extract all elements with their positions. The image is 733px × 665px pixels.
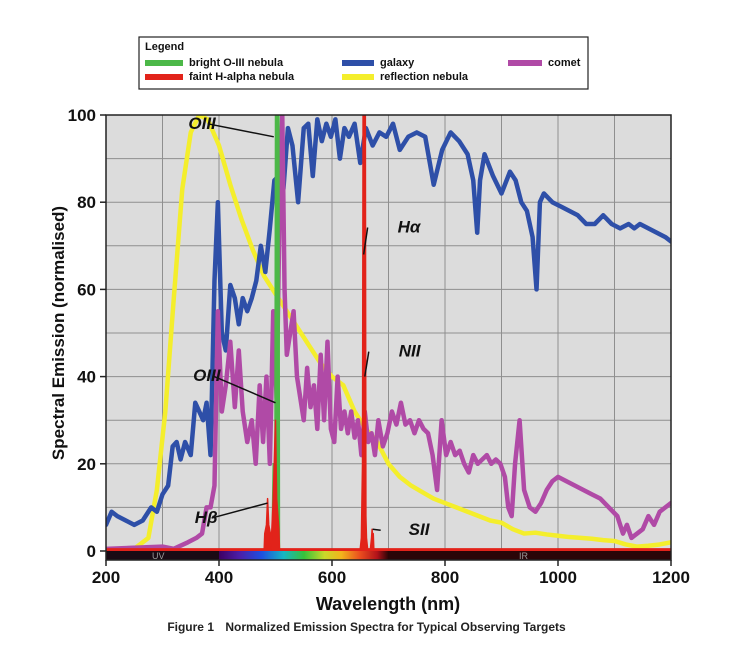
uv-band (106, 550, 219, 560)
x-tick-label: 800 (431, 568, 459, 587)
y-tick-label: 100 (68, 106, 96, 125)
annotation-label: Hα (398, 218, 422, 237)
series-layer (106, 115, 671, 551)
series-line-bright-o-iii-nebula (106, 115, 671, 551)
y-tick-label: 20 (77, 455, 96, 474)
annotation-label: NII (399, 342, 422, 361)
annotation-label: SII (409, 520, 431, 539)
legend-label-reflection-nebula: reflection nebula (380, 71, 469, 83)
legend-entry-faint-h-alpha-nebula: faint H-alpha nebula (145, 71, 295, 83)
legend-entry-comet: comet (508, 57, 581, 69)
legend-swatch-faint-h-alpha-nebula (145, 74, 183, 80)
annotation-label: Hβ (195, 508, 218, 527)
series-galaxy (106, 117, 671, 528)
series-line-reflection-nebula (106, 115, 671, 551)
legend-entry-reflection-nebula: reflection nebula (342, 71, 469, 83)
legend: Legend bright O-III nebula faint H-alpha… (138, 36, 589, 90)
x-axis-label: Wavelength (nm) (316, 594, 460, 614)
annotations: OIII Hα NII OIII Hβ SII (188, 114, 430, 539)
annotation-leader (372, 528, 381, 531)
ir-band (389, 550, 671, 560)
x-tick-label: 200 (92, 568, 120, 587)
x-tick-label: 1200 (652, 568, 690, 587)
legend-label-galaxy: galaxy (380, 57, 415, 69)
legend-label-bright-oiii-nebula: bright O-III nebula (189, 57, 284, 69)
caption-number: Figure 1 (167, 620, 214, 634)
y-axis-label: Spectral Emission (normalised) (49, 206, 68, 460)
x-tick-label: 1000 (539, 568, 577, 587)
annotation-label: OIII (193, 366, 222, 385)
legend-entry-bright-oiii-nebula: bright O-III nebula (145, 57, 284, 69)
series-comet (106, 115, 671, 551)
annotation-leader (211, 502, 268, 519)
legend-label-faint-h-alpha-nebula: faint H-alpha nebula (189, 71, 295, 83)
visible-spectrum-band (219, 550, 389, 560)
legend-swatch-galaxy (342, 60, 374, 66)
y-tick-label: 60 (77, 280, 96, 299)
annotation-leader (362, 227, 369, 255)
y-tick-label: 40 (77, 368, 96, 387)
annotation-leader (207, 123, 274, 138)
ir-band-label: IR (519, 551, 529, 561)
axis-ticks: 200 400 600 800 1000 1200 0 20 40 60 80 100 (68, 106, 690, 587)
series-reflection-nebula (106, 115, 671, 551)
spectrum-band: UV IR (106, 550, 671, 561)
legend-swatch-comet (508, 60, 542, 66)
y-tick-label: 0 (87, 542, 96, 561)
figure-caption: Figure 1 Normalized Emission Spectra for… (0, 620, 733, 634)
series-line-comet (106, 115, 671, 551)
legend-label-comet: comet (548, 57, 581, 69)
legend-entry-galaxy: galaxy (342, 57, 415, 69)
caption-text: Normalized Emission Spectra for Typical … (225, 620, 566, 634)
series-faint-h-alpha-nebula (106, 115, 671, 551)
series-line-galaxy (106, 117, 671, 528)
uv-band-label: UV (152, 551, 165, 561)
series-bright-o-iii-nebula (106, 115, 671, 551)
annotation-leader (212, 375, 276, 404)
legend-title: Legend (145, 41, 184, 53)
annotation-label: OIII (188, 114, 217, 133)
x-tick-label: 400 (205, 568, 233, 587)
legend-swatch-reflection-nebula (342, 74, 374, 80)
legend-swatch-bright-oiii-nebula (145, 60, 183, 66)
x-tick-label: 600 (318, 568, 346, 587)
series-line-faint-h-alpha-nebula (106, 115, 671, 551)
plot-border (105, 114, 672, 561)
annotation-leader (364, 351, 370, 377)
y-tick-label: 80 (77, 193, 96, 212)
